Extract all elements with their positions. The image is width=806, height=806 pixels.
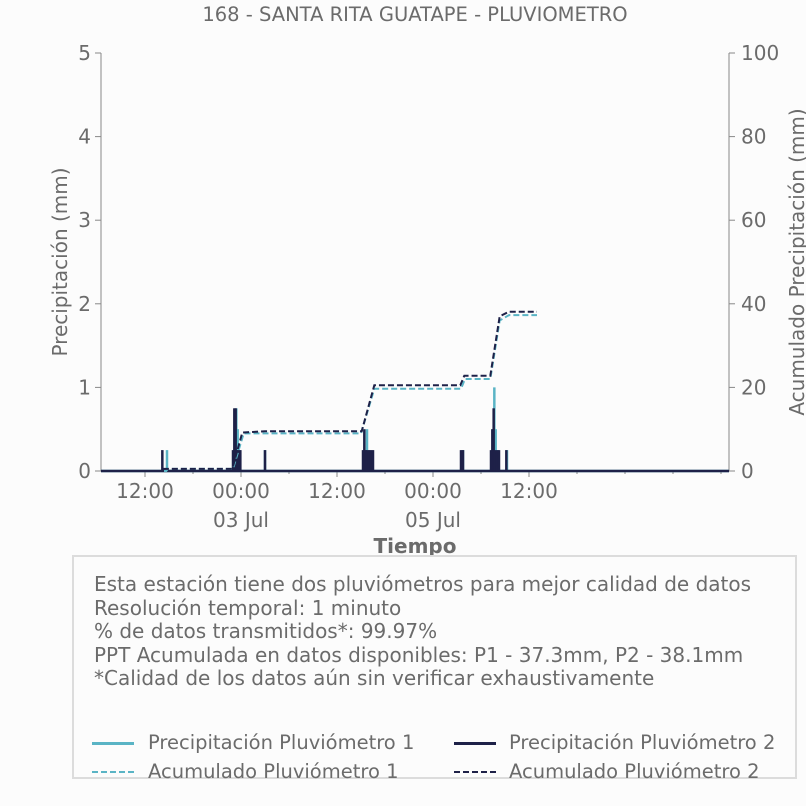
info-lines: Esta estación tiene dos pluviómetros par…	[94, 572, 752, 691]
x-axis-label: Tiempo	[374, 534, 457, 558]
y-tick-label-left: 4	[78, 125, 91, 149]
legend-label-acc1: Acumulado Pluviómetro 1	[148, 760, 399, 783]
legend-label-acc2: Acumulado Pluviómetro 2	[509, 760, 760, 783]
y-tick-label-right: 80	[741, 125, 766, 149]
x-tick-sublabel: 05 Jul	[405, 508, 461, 532]
accumulated-line	[101, 314, 537, 472]
chart-title: 168 - SANTA RITA GUATAPE - PLUVIOMETRO	[202, 3, 627, 26]
legend-swatch-p1	[92, 742, 134, 745]
y-tick-label-right: 40	[741, 292, 766, 316]
x-tick-label: 00:00	[404, 479, 462, 503]
legend-label-p1: Precipitación Pluviómetro 1	[148, 731, 415, 754]
info-line: % de datos transmitidos*: 99.97%	[94, 619, 438, 643]
y-tick-label-right: 20	[741, 375, 766, 399]
info-line: PPT Acumulada en datos disponibles: P1 -…	[94, 642, 744, 667]
x-tick-label: 00:00	[212, 479, 270, 503]
y-tick-label-left: 1	[78, 375, 91, 399]
y-tick-label-left: 3	[78, 208, 91, 232]
plot-area: 0 1 2 3 4 5 0 20 40 60 80 100 12:00 00:00 03 Jul 12:00 0…	[78, 41, 779, 532]
x-tick-sublabel: 03 Jul	[213, 508, 269, 532]
y-tick-label-right: 60	[741, 208, 766, 232]
info-line: Esta estación tiene dos pluviómetros par…	[94, 572, 752, 596]
info-box: Esta estación tiene dos pluviómetros par…	[72, 555, 797, 783]
y-tick-label-right: 100	[741, 41, 779, 65]
accumulated-line	[101, 310, 537, 472]
y-tick-label-right: 0	[741, 459, 754, 483]
legend-label-p2: Precipitación Pluviómetro 2	[509, 731, 776, 754]
legend-swatch-acc1	[92, 771, 134, 773]
x-tick-label: 12:00	[500, 479, 558, 503]
legend-swatch-p2	[454, 742, 496, 745]
y-tick-label-left: 0	[78, 459, 91, 483]
info-line: *Calidad de los datos aún sin verificar …	[94, 666, 655, 690]
legend-swatch-acc2	[454, 771, 496, 773]
y-axis-label-left: Precipitación (mm)	[48, 167, 72, 356]
x-tick-label: 12:00	[116, 479, 174, 503]
info-line: Resolución temporal: 1 minuto	[94, 595, 402, 620]
y-axis-label-right: Acumulado Precipitación (mm)	[785, 108, 806, 415]
y-tick-label-left: 5	[78, 41, 91, 65]
x-tick-label: 12:00	[308, 479, 366, 503]
y-tick-label-left: 2	[78, 292, 91, 316]
